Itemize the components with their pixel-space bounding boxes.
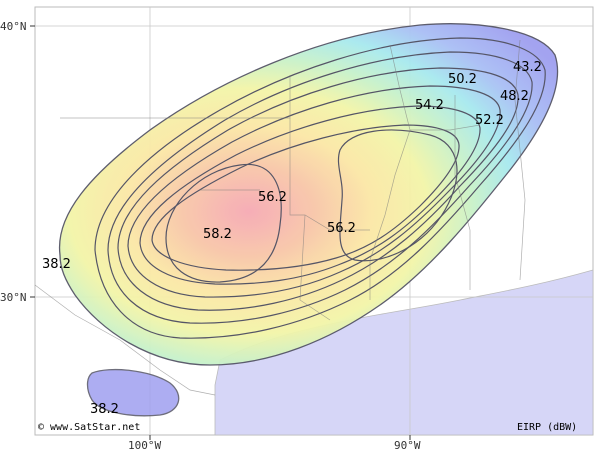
axis-ticks [30, 25, 411, 440]
eirp-unit-label: EIRP (dBW) [517, 422, 577, 433]
contour-lines [94, 37, 546, 339]
contour-label-43-2: 43.2 [513, 60, 542, 75]
contour-label-56-2-west: 56.2 [258, 190, 287, 205]
lat-label-30n: 30°N [0, 291, 27, 304]
contour-label-50-2: 50.2 [448, 72, 477, 87]
copyright-text: © www.SatStar.net [38, 422, 140, 433]
coverage-small-blob [86, 368, 180, 417]
political-borders [34, 39, 526, 396]
lon-label-90w: 90°W [394, 439, 421, 452]
contour-label-48-2: 48.2 [500, 89, 529, 104]
contour-label-54-2: 54.2 [415, 98, 444, 113]
contour-label-56-2-east: 56.2 [327, 221, 356, 236]
contour-label-52-2: 52.2 [475, 113, 504, 128]
lat-label-40n: 40°N [0, 20, 27, 33]
contour-label-38-2-south: 38.2 [90, 402, 119, 417]
contour-label-38-2-west: 38.2 [42, 257, 71, 272]
contour-label-58-2: 58.2 [203, 227, 232, 242]
lon-label-100w: 100°W [128, 439, 161, 452]
